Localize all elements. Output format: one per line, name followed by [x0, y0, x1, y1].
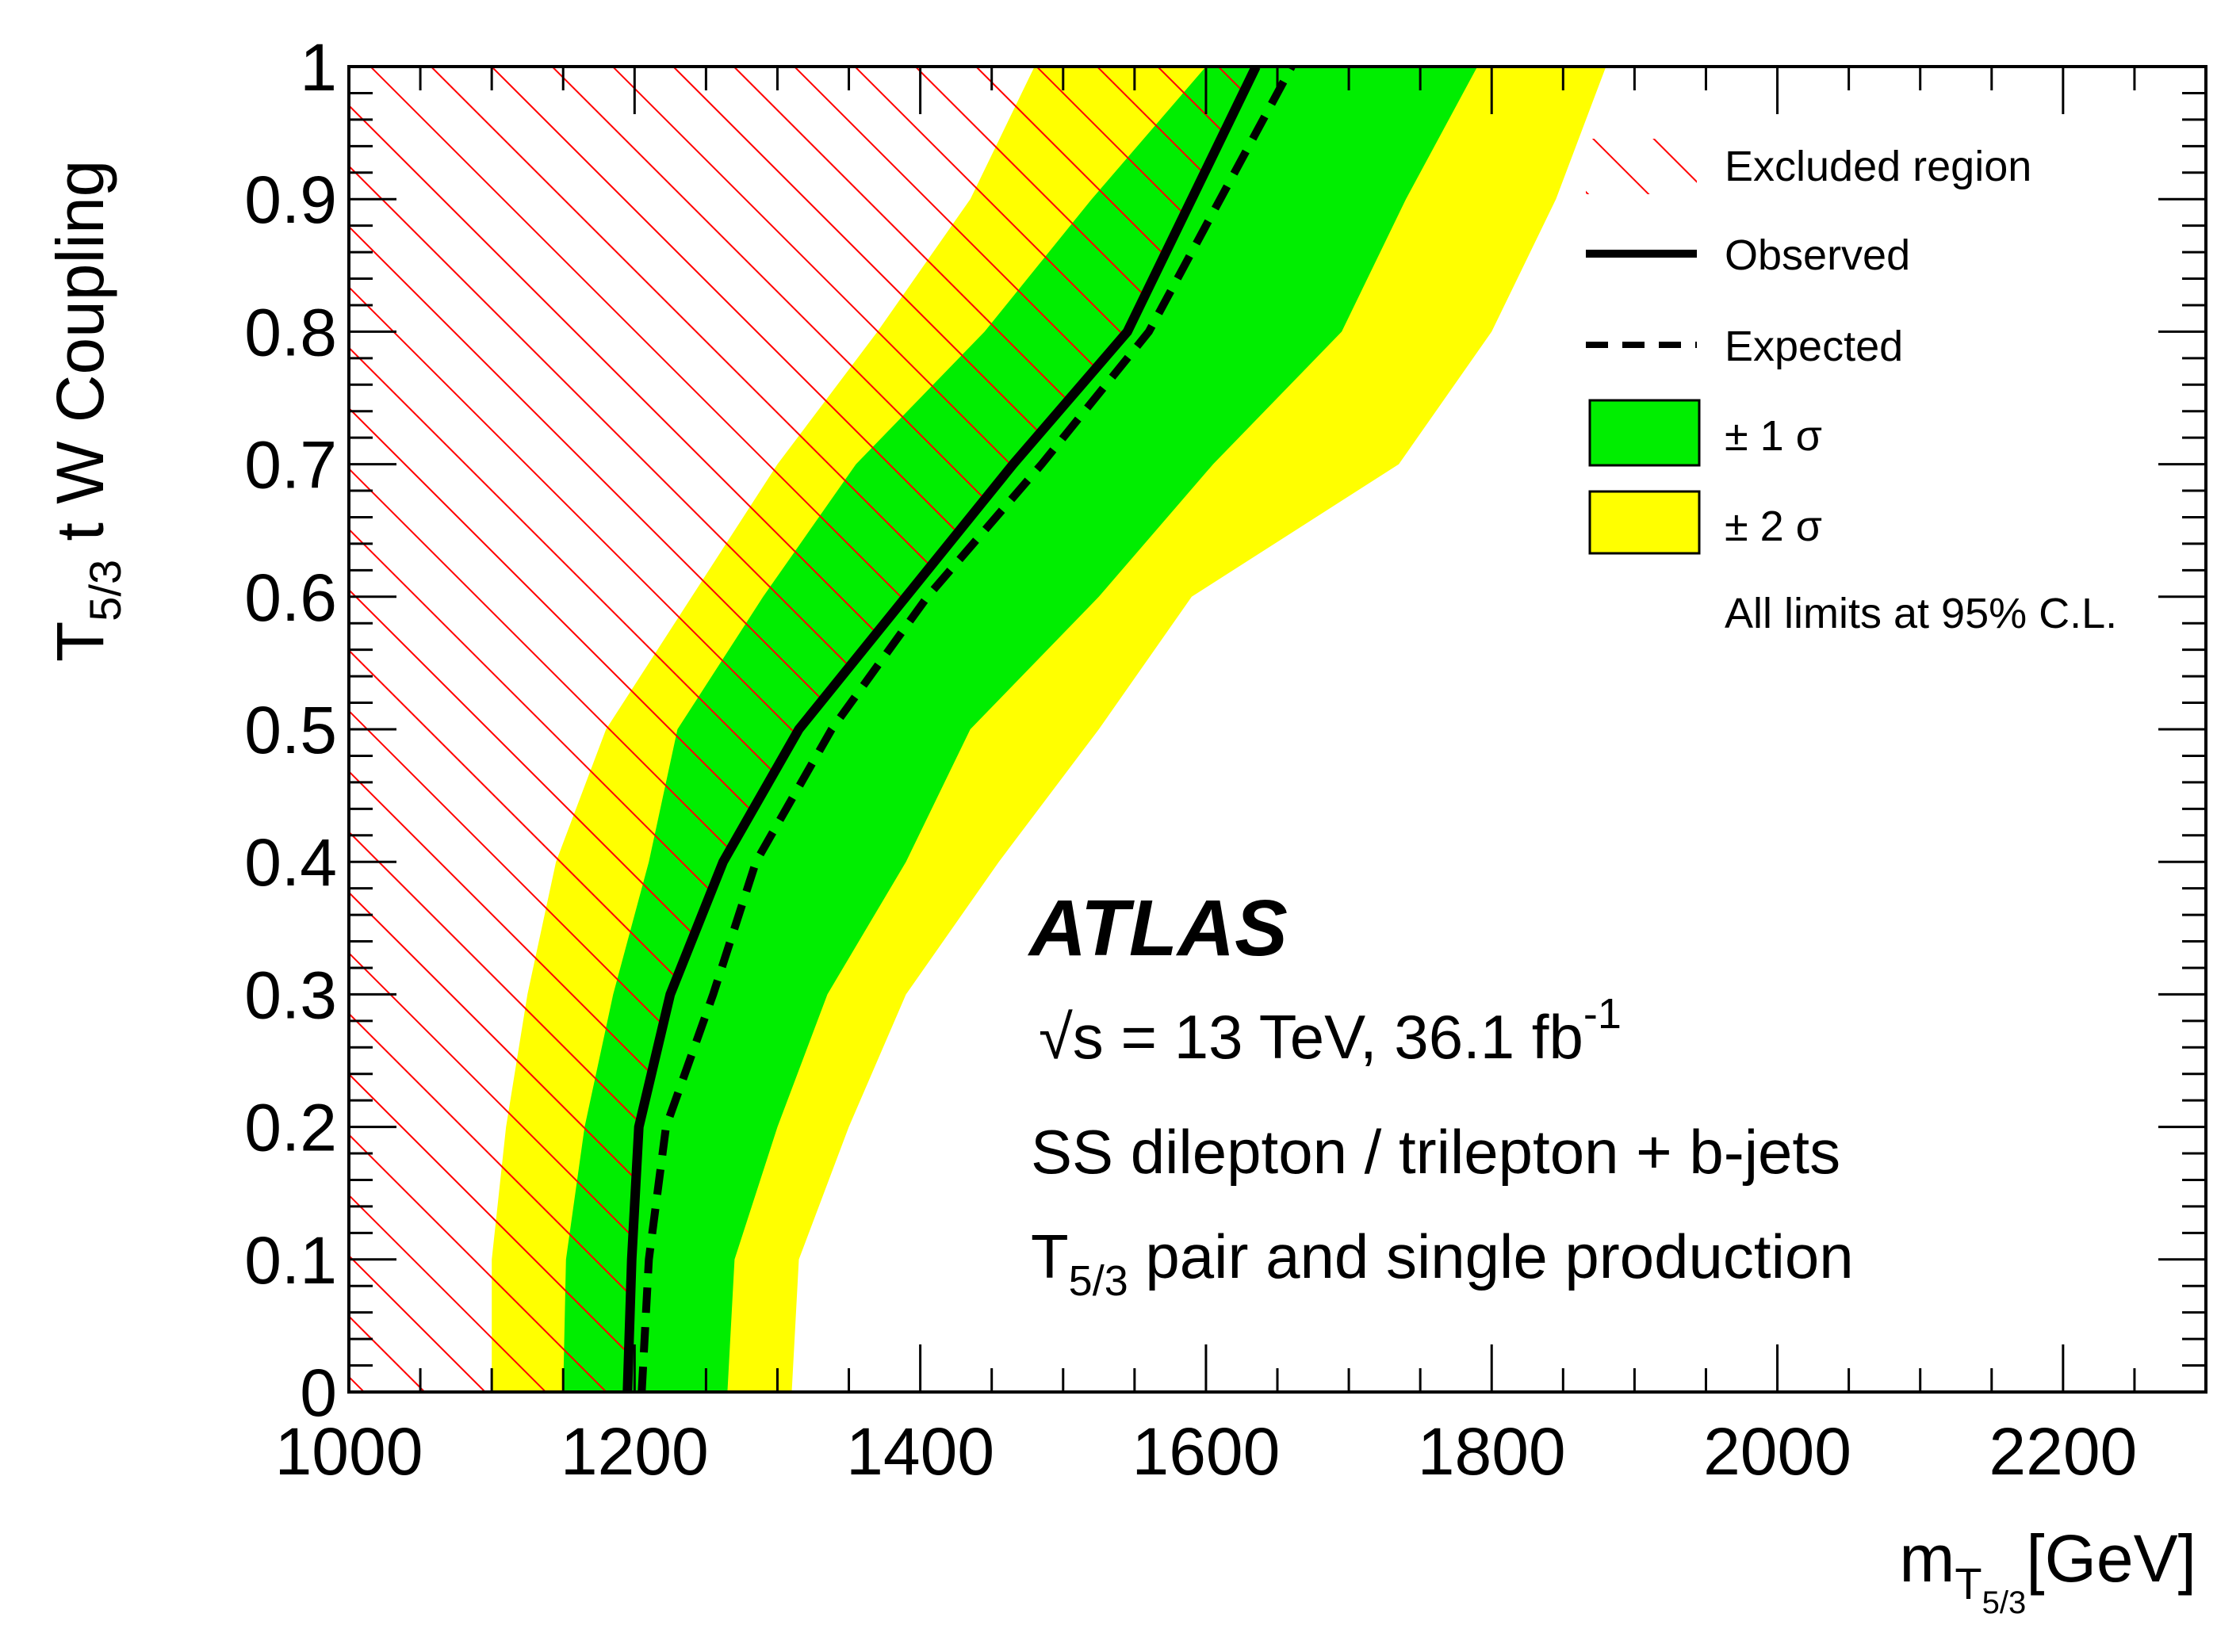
y-tick-label: 0.2	[244, 1091, 337, 1165]
one-sigma-band	[563, 67, 1478, 1392]
production-label: T5/3 pair and single production	[1031, 1222, 1854, 1305]
x-tick-label: 2000	[1703, 1414, 1851, 1489]
excluded-region-hatch	[349, 67, 1256, 1392]
y-tick-label: 0.4	[244, 825, 337, 900]
x-tick-labels: 1000 1200 1400 1600 1800 2000 2200	[275, 1414, 2138, 1489]
x-tick-label: 1000	[275, 1414, 423, 1489]
y-tick-label: 0	[300, 1356, 337, 1430]
y-tick-label: 0.7	[244, 428, 337, 503]
axis-ticks	[347, 65, 2207, 1394]
legend-label-one-sigma: ± 1 σ	[1725, 412, 1822, 460]
legend-label-observed: Observed	[1725, 231, 1910, 279]
legend-swatch-hatch	[1586, 139, 1697, 194]
x-tick-label: 1600	[1131, 1414, 1280, 1489]
x-tick-label: 1800	[1418, 1414, 1566, 1489]
observed-limit-line	[622, 67, 1261, 1392]
y-tick-label: 0.3	[244, 958, 337, 1032]
y-axis-label: T5/3 t W Coupling	[43, 160, 130, 662]
x-axis-label: mT5/3[GeV]	[1899, 1521, 2196, 1620]
x-tick-label: 2200	[1989, 1414, 2137, 1489]
y-tick-label: 0.9	[244, 163, 337, 237]
y-tick-label: 1	[300, 30, 337, 105]
y-tick-label: 0.5	[244, 693, 337, 767]
legend-label-expected: Expected	[1725, 323, 1903, 370]
x-tick-label: 1400	[846, 1414, 994, 1489]
y-tick-label: 0.6	[244, 560, 337, 635]
x-tick-label: 1200	[561, 1414, 709, 1489]
expected-limit-line	[638, 67, 1296, 1392]
y-tick-label: 0.8	[244, 295, 337, 369]
y-tick-labels: 0 0.1 0.2 0.3 0.4 0.5 0.6 0.7 0.8 0.9 1	[244, 30, 337, 1430]
legend-swatch-two-sigma	[1588, 490, 1701, 555]
atlas-label: ATLAS	[1027, 884, 1288, 973]
annotations: ATLAS √s = 13 TeV, 36.1 fb-1 SS dilepton…	[1027, 884, 1854, 1305]
y-tick-label: 0.1	[244, 1223, 337, 1298]
channel-label: SS dilepton / trilepton + b-jets	[1031, 1117, 1840, 1187]
plot-area	[349, 67, 1606, 1392]
legend-note: All limits at 95% C.L.	[1725, 590, 2117, 637]
legend-swatch-one-sigma	[1588, 399, 1701, 467]
legend: Excluded region Observed Expected ± 1 σ …	[1586, 139, 2117, 637]
energy-lumi-label: √s = 13 TeV, 36.1 fb-1	[1039, 990, 1622, 1072]
legend-label-excluded: Excluded region	[1725, 143, 2031, 190]
legend-label-two-sigma: ± 2 σ	[1725, 503, 1822, 550]
